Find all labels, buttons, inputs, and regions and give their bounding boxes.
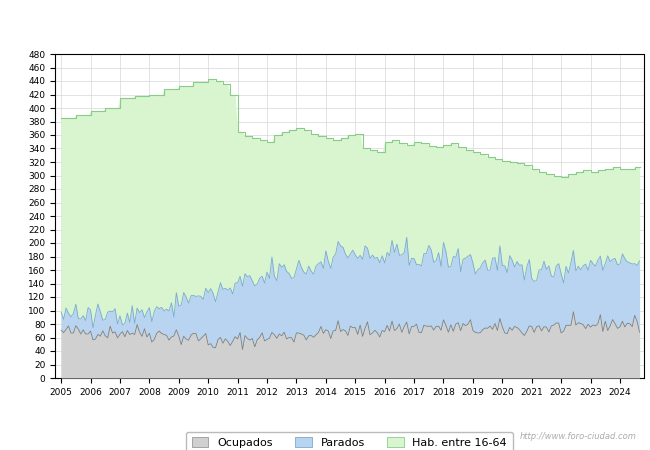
- Legend: Ocupados, Parados, Hab. entre 16-64: Ocupados, Parados, Hab. entre 16-64: [186, 432, 513, 450]
- Text: http://www.foro-ciudad.com: http://www.foro-ciudad.com: [520, 432, 637, 441]
- Text: Teresa de Cofrentes - Evolucion de la poblacion en edad de Trabajar Agosto de 20: Teresa de Cofrentes - Evolucion de la po…: [62, 18, 588, 29]
